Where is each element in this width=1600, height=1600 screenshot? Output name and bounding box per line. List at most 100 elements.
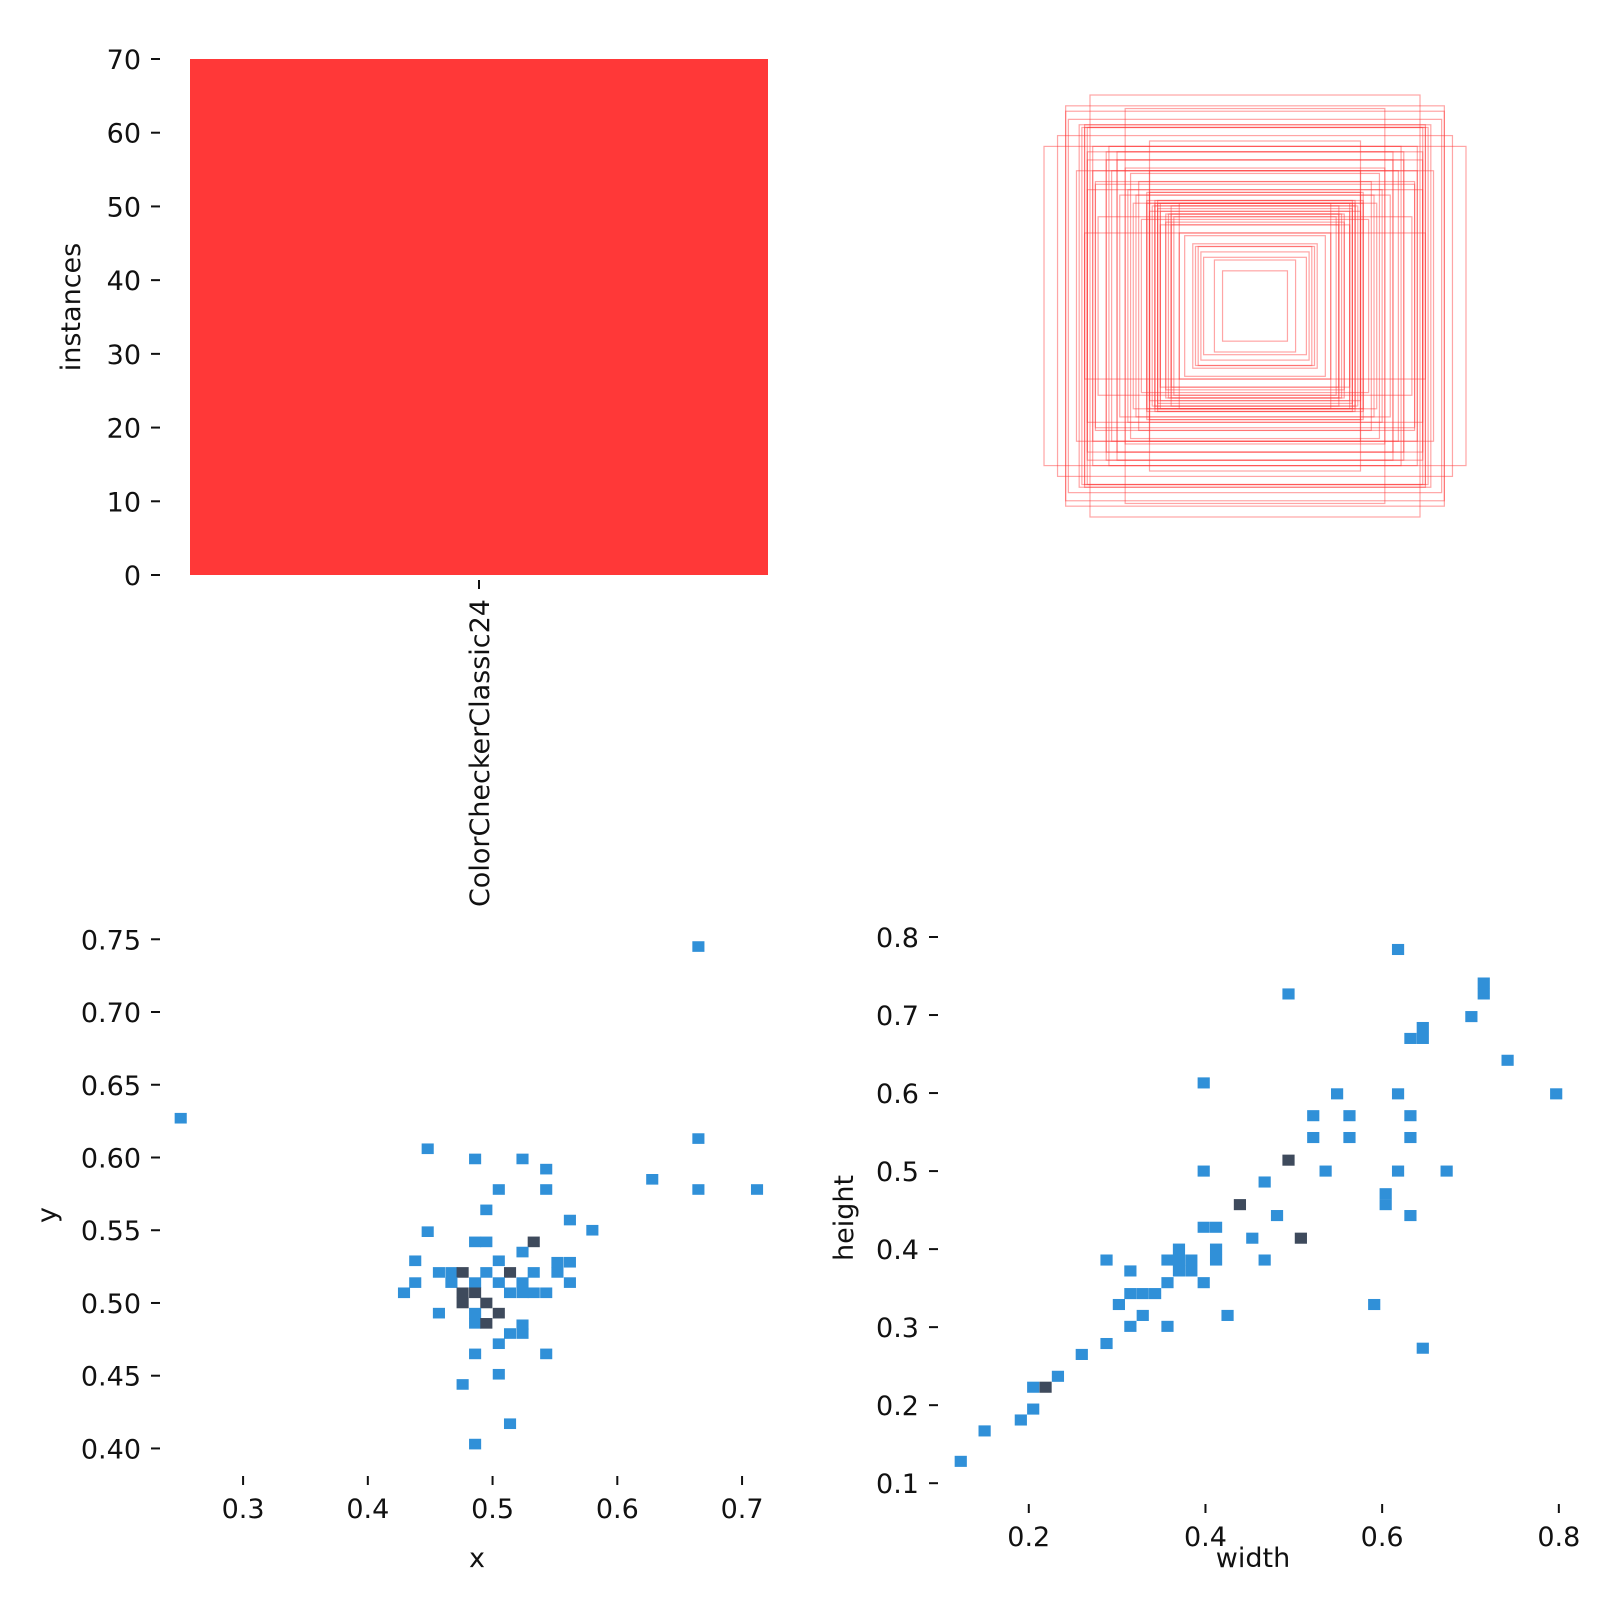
heatmap-cell (480, 1267, 493, 1278)
heatmap-cell (432, 1267, 445, 1278)
y-tick-label: 10 (107, 487, 141, 518)
heatmap-cell (1039, 1381, 1052, 1393)
box-outline (1197, 245, 1313, 367)
heatmap-cell (456, 1267, 469, 1278)
box-outline (1170, 205, 1340, 407)
heatmap-cell (1197, 1077, 1210, 1089)
heatmap-cell (469, 1307, 482, 1319)
box-outline (1165, 213, 1345, 399)
heatmap-cell (469, 1318, 482, 1329)
box-outline (1081, 126, 1429, 486)
heatmap-cell (527, 1287, 540, 1299)
heatmap-cell (1100, 1337, 1113, 1350)
y-tick-label: 0.45 (81, 1362, 141, 1393)
heatmap-cell (750, 1184, 764, 1195)
y-tick-label: 40 (107, 266, 141, 297)
box-outline (1075, 170, 1435, 442)
y-tick-label: 0.7 (876, 1001, 919, 1032)
x-axis-label: x (469, 1543, 485, 1574)
heatmap-cell (1246, 1232, 1259, 1244)
bar-x-axis: ColorCheckerClassic24 (465, 580, 496, 907)
heatmap-cell (1319, 1165, 1332, 1177)
heatmap-cell (1307, 1110, 1320, 1122)
heatmap-cell (646, 1174, 659, 1185)
heatmap-cell (456, 1287, 469, 1299)
heatmap-cell (978, 1425, 991, 1437)
heatmap-cell (1209, 1221, 1223, 1233)
heatmap-cell (397, 1287, 411, 1299)
box-outline (1111, 170, 1399, 442)
heatmap-cell (1368, 1298, 1381, 1311)
heatmap-cell (1282, 1154, 1295, 1166)
heatmap-cell (1391, 1088, 1405, 1100)
heatmap-cell (480, 1236, 493, 1248)
heatmap-cell (1221, 1309, 1234, 1321)
heatmap-cell (1258, 1176, 1271, 1188)
x-tick-label: ColorCheckerClassic24 (465, 599, 496, 907)
box-outline (1154, 205, 1356, 407)
x-tick-label: 0.7 (721, 1494, 764, 1525)
box-outline (1116, 151, 1394, 461)
y-tick-label: 0.5 (876, 1157, 919, 1188)
heatmap-cell (480, 1318, 493, 1329)
y-tick-label: 60 (107, 119, 141, 150)
heatmap-cell (1501, 1054, 1514, 1066)
box-outline (1067, 118, 1443, 494)
box-outline (1105, 159, 1405, 453)
y-tick-label: 0.55 (81, 1216, 141, 1247)
x-tick-label: 0.3 (222, 1494, 265, 1525)
heatmap-cell (1233, 1199, 1247, 1211)
heatmap-cell (586, 1224, 599, 1236)
box-outline (1178, 232, 1332, 380)
box-outline (1148, 210, 1362, 402)
box-outline (1097, 216, 1413, 396)
box-outline (1146, 191, 1364, 421)
box-outline (1159, 224, 1351, 388)
heatmap-cell (469, 1277, 482, 1288)
box-outline (1138, 180, 1372, 432)
bar-y-axis-label: instances (56, 243, 87, 371)
heatmap-cell (516, 1328, 529, 1339)
heatmap-cell (1172, 1254, 1186, 1266)
box-outline (1132, 202, 1378, 410)
box-outline (1083, 126, 1427, 486)
box-outline (1170, 224, 1340, 388)
heatmap-cell (1161, 1254, 1174, 1266)
x-tick-label: 0.8 (1537, 1522, 1580, 1553)
width-height-cells (954, 943, 1563, 1467)
box-outline (1092, 145, 1418, 467)
heatmap-cell (1343, 1110, 1356, 1122)
box-outline (1083, 232, 1427, 380)
box-outline (1094, 180, 1416, 432)
y-tick-label: 0.75 (81, 925, 141, 956)
heatmap-cell (456, 1297, 469, 1309)
box-outline (1086, 126, 1424, 486)
heatmap-cell (1136, 1309, 1149, 1321)
width-height-x-axis: 0.2 0.4 0.6 0.8 (1007, 1504, 1580, 1553)
box-outline (1159, 210, 1351, 402)
y-tick-label: 0.1 (876, 1469, 919, 1500)
heatmap-cell (492, 1338, 505, 1350)
heatmap-cell (516, 1153, 529, 1165)
heatmap-cell (1161, 1320, 1174, 1332)
heatmap-cell (1404, 1210, 1417, 1222)
box-outline (1157, 208, 1353, 404)
box-outline (1078, 124, 1432, 488)
box-outline (1173, 216, 1337, 396)
heatmap-cell (1051, 1370, 1065, 1382)
box-outline (1221, 270, 1289, 342)
heatmap-cell (1027, 1403, 1040, 1415)
y-axis-label: y (32, 1207, 63, 1223)
heatmap-cell (551, 1267, 564, 1278)
heatmap-cell (1416, 1021, 1429, 1034)
heatmap-cell (1124, 1265, 1137, 1277)
heatmap-cell (1465, 1011, 1478, 1023)
heatmap-cell (1379, 1188, 1392, 1200)
x-tick-label: 0.5 (471, 1494, 514, 1525)
box-outline (1178, 202, 1332, 410)
box-outline (1157, 202, 1353, 410)
box-outline (1140, 218, 1370, 394)
heatmap-cell (421, 1143, 434, 1155)
x-tick-label: 0.4 (1184, 1522, 1227, 1553)
